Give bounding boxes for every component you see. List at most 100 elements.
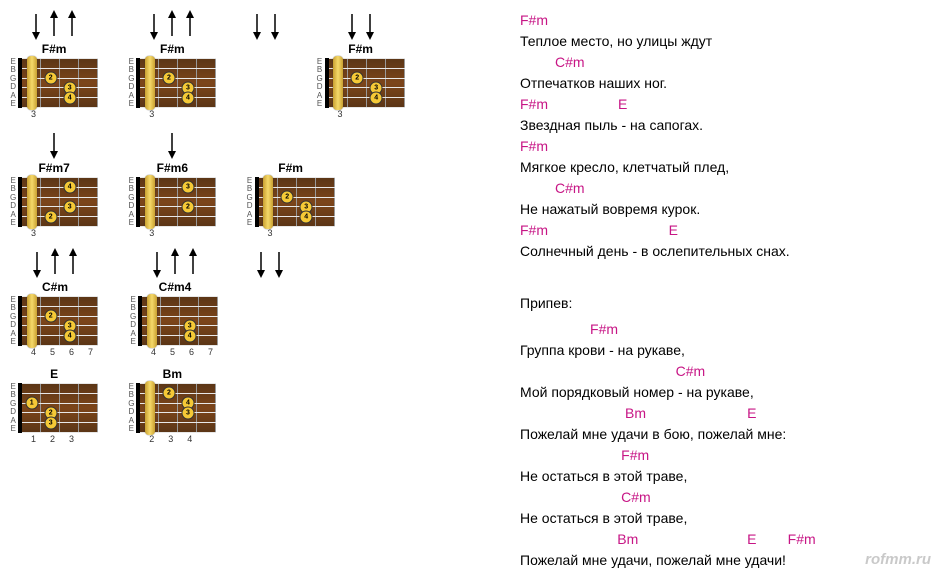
string-labels: EBGDAE	[10, 58, 18, 108]
chord-diagram: EBGDAE 234	[246, 177, 334, 227]
chord-line: Bm E	[520, 403, 941, 424]
lyric-line: Мой порядковый номер - на рукаве,	[520, 382, 941, 403]
strum-pattern	[128, 129, 216, 159]
chord-line: F#m E	[520, 94, 941, 115]
string-labels: EBGDAE	[128, 383, 136, 433]
chord-block-Csm: C#m EBGDAE 234 4567	[10, 248, 100, 357]
fretboard: 234	[136, 58, 216, 108]
fret-numbers: 3	[10, 109, 98, 119]
finger-dot: 4	[300, 211, 313, 224]
chord-symbol: F#m	[788, 531, 816, 547]
strum-arrow-down	[31, 248, 43, 278]
fretboard: 4 32	[18, 177, 98, 227]
chord-diagram: EBGDAE 123	[10, 383, 98, 433]
finger-dot: 2	[351, 72, 364, 85]
finger-dot: 3	[63, 201, 76, 214]
strum-arrow-down	[151, 248, 163, 278]
chord-line: C#m	[520, 361, 941, 382]
fretboard: 123	[18, 383, 98, 433]
barre	[333, 56, 343, 110]
finger-dot: 3	[181, 407, 194, 420]
lyric-line: Не остаться в этой траве,	[520, 466, 941, 487]
chord-symbol: F#m	[520, 12, 548, 28]
chord-name: F#m	[246, 161, 334, 175]
finger-dot: 2	[44, 211, 57, 224]
chord-row: C#m EBGDAE 234 4567 C#m4 EBGDAE	[10, 248, 500, 357]
chord-name: C#m4	[130, 280, 220, 294]
fretboard: 234	[255, 177, 335, 227]
string-labels: EBGDAE	[128, 58, 136, 108]
string-labels: EBGDAE	[246, 177, 254, 227]
barre	[145, 381, 155, 435]
blank-line	[520, 262, 941, 283]
chord-diagram: EBGDAE 243	[128, 383, 216, 433]
strum-pattern	[246, 129, 334, 159]
chord-block-Csm4: C#m4 EBGDAE 34 4567	[130, 248, 220, 357]
lyric-line: Солнечный день - в ослепительных снах.	[520, 241, 941, 262]
strum-arrow-down	[48, 129, 60, 159]
finger-dot: 2	[162, 72, 175, 85]
lyric-line: Звездная пыль - на сапогах.	[520, 115, 941, 136]
chord-block-Fsm: F#m EBGDAE 234 3	[316, 10, 404, 119]
fret-numbers: 3	[128, 228, 216, 238]
strum-pattern	[130, 248, 220, 278]
chord-diagram: EBGDAE 34	[130, 296, 220, 346]
lyric-line: Не нажатый вовремя курок.	[520, 199, 941, 220]
barre	[27, 56, 37, 110]
fret-numbers: 4567	[130, 347, 220, 357]
strum-arrow-up	[67, 248, 79, 278]
string-labels: EBGDAE	[10, 177, 18, 227]
lyric-line: Теплое место, но улицы ждут	[520, 31, 941, 52]
strum-arrow-up	[66, 10, 78, 40]
fret-numbers: 123	[10, 434, 98, 444]
chord-line: C#m	[520, 178, 941, 199]
chord-name: F#m6	[128, 161, 216, 175]
fret-numbers: 3	[316, 109, 404, 119]
fretboard: 234	[325, 58, 405, 108]
strum-arrow-up	[187, 248, 199, 278]
chord-symbol: F#m	[520, 222, 548, 238]
fretboard: 234	[18, 296, 98, 346]
chord-symbol: F#m	[520, 138, 548, 154]
chord-symbol: E	[669, 222, 678, 238]
strum-pattern	[10, 248, 100, 278]
lyric-line: Не остаться в этой траве,	[520, 508, 941, 529]
strum-arrow-up	[166, 10, 178, 40]
lyric-line: Пожелай мне удачи в бою, пожелай мне:	[520, 424, 941, 445]
fretboard: 34	[138, 296, 218, 346]
chord-diagram: EBGDAE 234	[10, 296, 100, 346]
chord-block-Bm: Bm EBGDAE 243 234	[128, 367, 216, 444]
finger-dot: 4	[181, 92, 194, 105]
chord-diagrams-panel: F#m EBGDAE 234 3 F#m EBGDAE	[10, 10, 500, 571]
string-labels: EBGDAE	[10, 383, 18, 433]
fretboard: 32	[136, 177, 216, 227]
barre	[145, 56, 155, 110]
finger-dot: 4	[183, 330, 196, 343]
chord-row: F#m EBGDAE 234 3 F#m EBGDAE	[10, 10, 500, 119]
chord-block-Fsm6: F#m6 EBGDAE 32 3	[128, 129, 216, 238]
strum-arrow-down	[166, 129, 178, 159]
barre	[27, 294, 37, 348]
lyrics-panel: F#mТеплое место, но улицы ждут C#mОтпеча…	[500, 10, 941, 571]
finger-dot: 4	[63, 330, 76, 343]
strum-arrow-down	[346, 10, 358, 40]
strum-pattern	[250, 248, 290, 278]
strum-arrow-down	[251, 10, 263, 40]
chord-block-E: E EBGDAE 123 123	[10, 367, 98, 444]
strum-arrow-up	[169, 248, 181, 278]
chord-line: Bm E F#m	[520, 529, 941, 550]
chord-symbol: C#m	[621, 489, 651, 505]
chord-name: F#m7	[10, 161, 98, 175]
chord-symbol: C#m	[555, 54, 585, 70]
finger-dot: 3	[44, 417, 57, 430]
strum-arrow-down	[269, 10, 281, 40]
fret-numbers: 3	[246, 228, 334, 238]
finger-dot: 4	[63, 181, 76, 194]
lyric-line: Мягкое кресло, клетчатый плед,	[520, 157, 941, 178]
chord-line: F#m E	[520, 220, 941, 241]
chord-line: C#m	[520, 52, 941, 73]
watermark: rofmm.ru	[865, 551, 931, 568]
strum-arrow-up	[184, 10, 196, 40]
chord-diagram: EBGDAE 32	[128, 177, 216, 227]
chord-diagram: EBGDAE 234	[128, 58, 216, 108]
